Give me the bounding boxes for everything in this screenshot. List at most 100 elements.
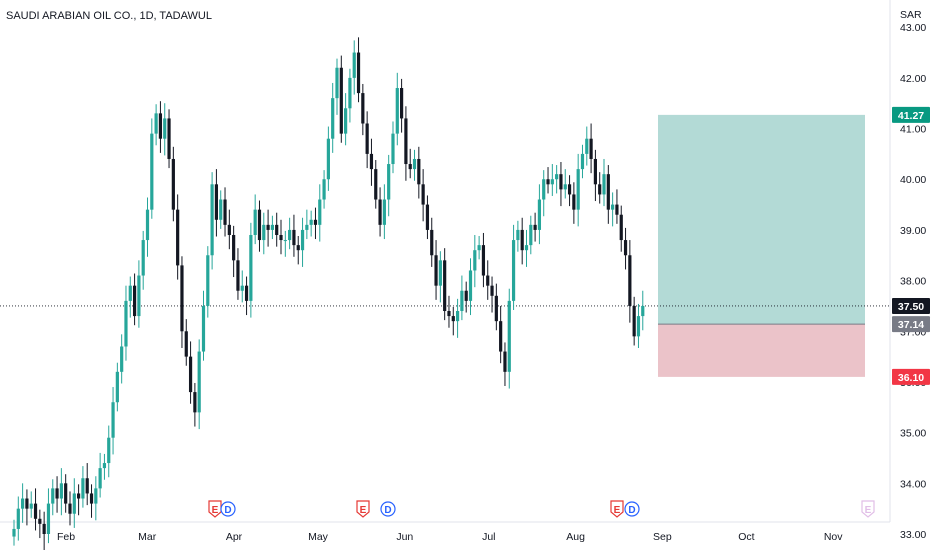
candle-body[interactable] xyxy=(555,174,559,180)
candle-body[interactable] xyxy=(201,305,206,352)
candle-body[interactable] xyxy=(158,113,163,139)
candle-body[interactable] xyxy=(154,113,158,134)
candle-body[interactable] xyxy=(576,169,580,210)
candle-body[interactable] xyxy=(12,528,16,537)
candle-body[interactable] xyxy=(593,158,597,185)
candle-body[interactable] xyxy=(537,199,542,230)
candle-body[interactable] xyxy=(318,199,322,225)
candle-body[interactable] xyxy=(348,77,352,109)
candle-body[interactable] xyxy=(632,305,636,337)
candle-body[interactable] xyxy=(421,184,425,205)
candle-body[interactable] xyxy=(499,321,503,352)
candle-body[interactable] xyxy=(425,204,430,230)
candle-body[interactable] xyxy=(279,234,283,241)
candle-body[interactable] xyxy=(188,356,193,393)
candle-body[interactable] xyxy=(529,224,533,246)
candle-body[interactable] xyxy=(451,316,455,322)
candle-body[interactable] xyxy=(606,174,610,210)
candle-body[interactable] xyxy=(275,224,279,235)
candle-body[interactable] xyxy=(589,138,593,159)
candle-body[interactable] xyxy=(443,260,447,312)
candle-body[interactable] xyxy=(77,493,81,499)
candle-body[interactable] xyxy=(542,179,546,200)
candle-body[interactable] xyxy=(283,240,287,242)
candle-body[interactable] xyxy=(257,209,262,241)
candle-body[interactable] xyxy=(331,98,335,139)
candle-body[interactable] xyxy=(559,174,563,190)
candle-body[interactable] xyxy=(120,346,124,372)
candle-body[interactable] xyxy=(636,316,641,337)
candle-body[interactable] xyxy=(46,503,51,534)
candle-body[interactable] xyxy=(266,224,270,230)
candle-body[interactable] xyxy=(167,118,171,159)
candle-body[interactable] xyxy=(210,184,214,256)
candle-body[interactable] xyxy=(64,483,68,504)
candle-body[interactable] xyxy=(313,219,318,225)
candle-body[interactable] xyxy=(641,305,645,317)
candle-body[interactable] xyxy=(481,245,486,276)
candle-body[interactable] xyxy=(137,275,141,317)
candle-body[interactable] xyxy=(611,204,615,210)
candle-body[interactable] xyxy=(240,285,244,291)
candle-body[interactable] xyxy=(438,260,442,286)
candle-body[interactable] xyxy=(68,503,72,514)
candle-body[interactable] xyxy=(434,255,438,286)
candle-body[interactable] xyxy=(563,184,567,190)
candle-body[interactable] xyxy=(369,153,374,170)
candle-body[interactable] xyxy=(25,498,29,509)
candle-body[interactable] xyxy=(309,219,313,225)
candle-body[interactable] xyxy=(244,285,249,301)
candle-body[interactable] xyxy=(150,133,154,210)
candle-body[interactable] xyxy=(42,523,46,534)
candle-body[interactable] xyxy=(490,285,494,296)
dividend-icon[interactable] xyxy=(380,501,396,517)
candle-body[interactable] xyxy=(567,184,572,195)
candle-body[interactable] xyxy=(408,164,412,170)
candle-body[interactable] xyxy=(72,493,76,514)
candle-body[interactable] xyxy=(223,199,227,225)
candle-body[interactable] xyxy=(339,67,343,134)
candle-body[interactable] xyxy=(193,392,197,413)
candle-body[interactable] xyxy=(503,351,507,372)
candle-body[interactable] xyxy=(628,255,632,306)
candle-body[interactable] xyxy=(602,174,606,195)
candle-body[interactable] xyxy=(524,245,529,251)
candle-body[interactable] xyxy=(326,138,330,180)
candle-body[interactable] xyxy=(615,204,619,215)
candle-body[interactable] xyxy=(335,67,339,99)
candle-body[interactable] xyxy=(507,300,511,372)
candle-body[interactable] xyxy=(292,229,296,246)
candle-body[interactable] xyxy=(305,224,309,230)
candle-body[interactable] xyxy=(520,229,524,251)
candle-body[interactable] xyxy=(356,52,361,94)
candle-body[interactable] xyxy=(344,108,348,134)
candle-body[interactable] xyxy=(38,518,42,524)
candle-body[interactable] xyxy=(395,88,399,134)
candle-body[interactable] xyxy=(352,52,356,78)
candle-body[interactable] xyxy=(619,214,623,241)
candle-body[interactable] xyxy=(89,493,94,504)
candle-body[interactable] xyxy=(171,158,175,210)
candle-body[interactable] xyxy=(511,240,516,301)
candle-body[interactable] xyxy=(468,270,473,301)
candle-body[interactable] xyxy=(132,285,137,317)
candle-body[interactable] xyxy=(533,224,537,230)
candle-body[interactable] xyxy=(378,199,382,225)
earnings-icon[interactable] xyxy=(610,500,624,518)
dividend-icon[interactable] xyxy=(220,501,236,517)
candle-body[interactable] xyxy=(464,290,468,301)
candle-body[interactable] xyxy=(206,255,210,306)
candle-body[interactable] xyxy=(598,184,602,195)
candle-body[interactable] xyxy=(16,508,20,529)
candle-body[interactable] xyxy=(382,199,386,225)
candle-body[interactable] xyxy=(300,229,305,251)
earnings-icon[interactable] xyxy=(356,500,370,518)
candle-body[interactable] xyxy=(270,224,274,230)
candle-body[interactable] xyxy=(145,209,150,241)
candle-body[interactable] xyxy=(546,179,550,185)
candle-body[interactable] xyxy=(180,265,184,332)
candle-body[interactable] xyxy=(59,483,63,499)
candle-body[interactable] xyxy=(417,158,421,185)
candle-body[interactable] xyxy=(141,240,145,276)
